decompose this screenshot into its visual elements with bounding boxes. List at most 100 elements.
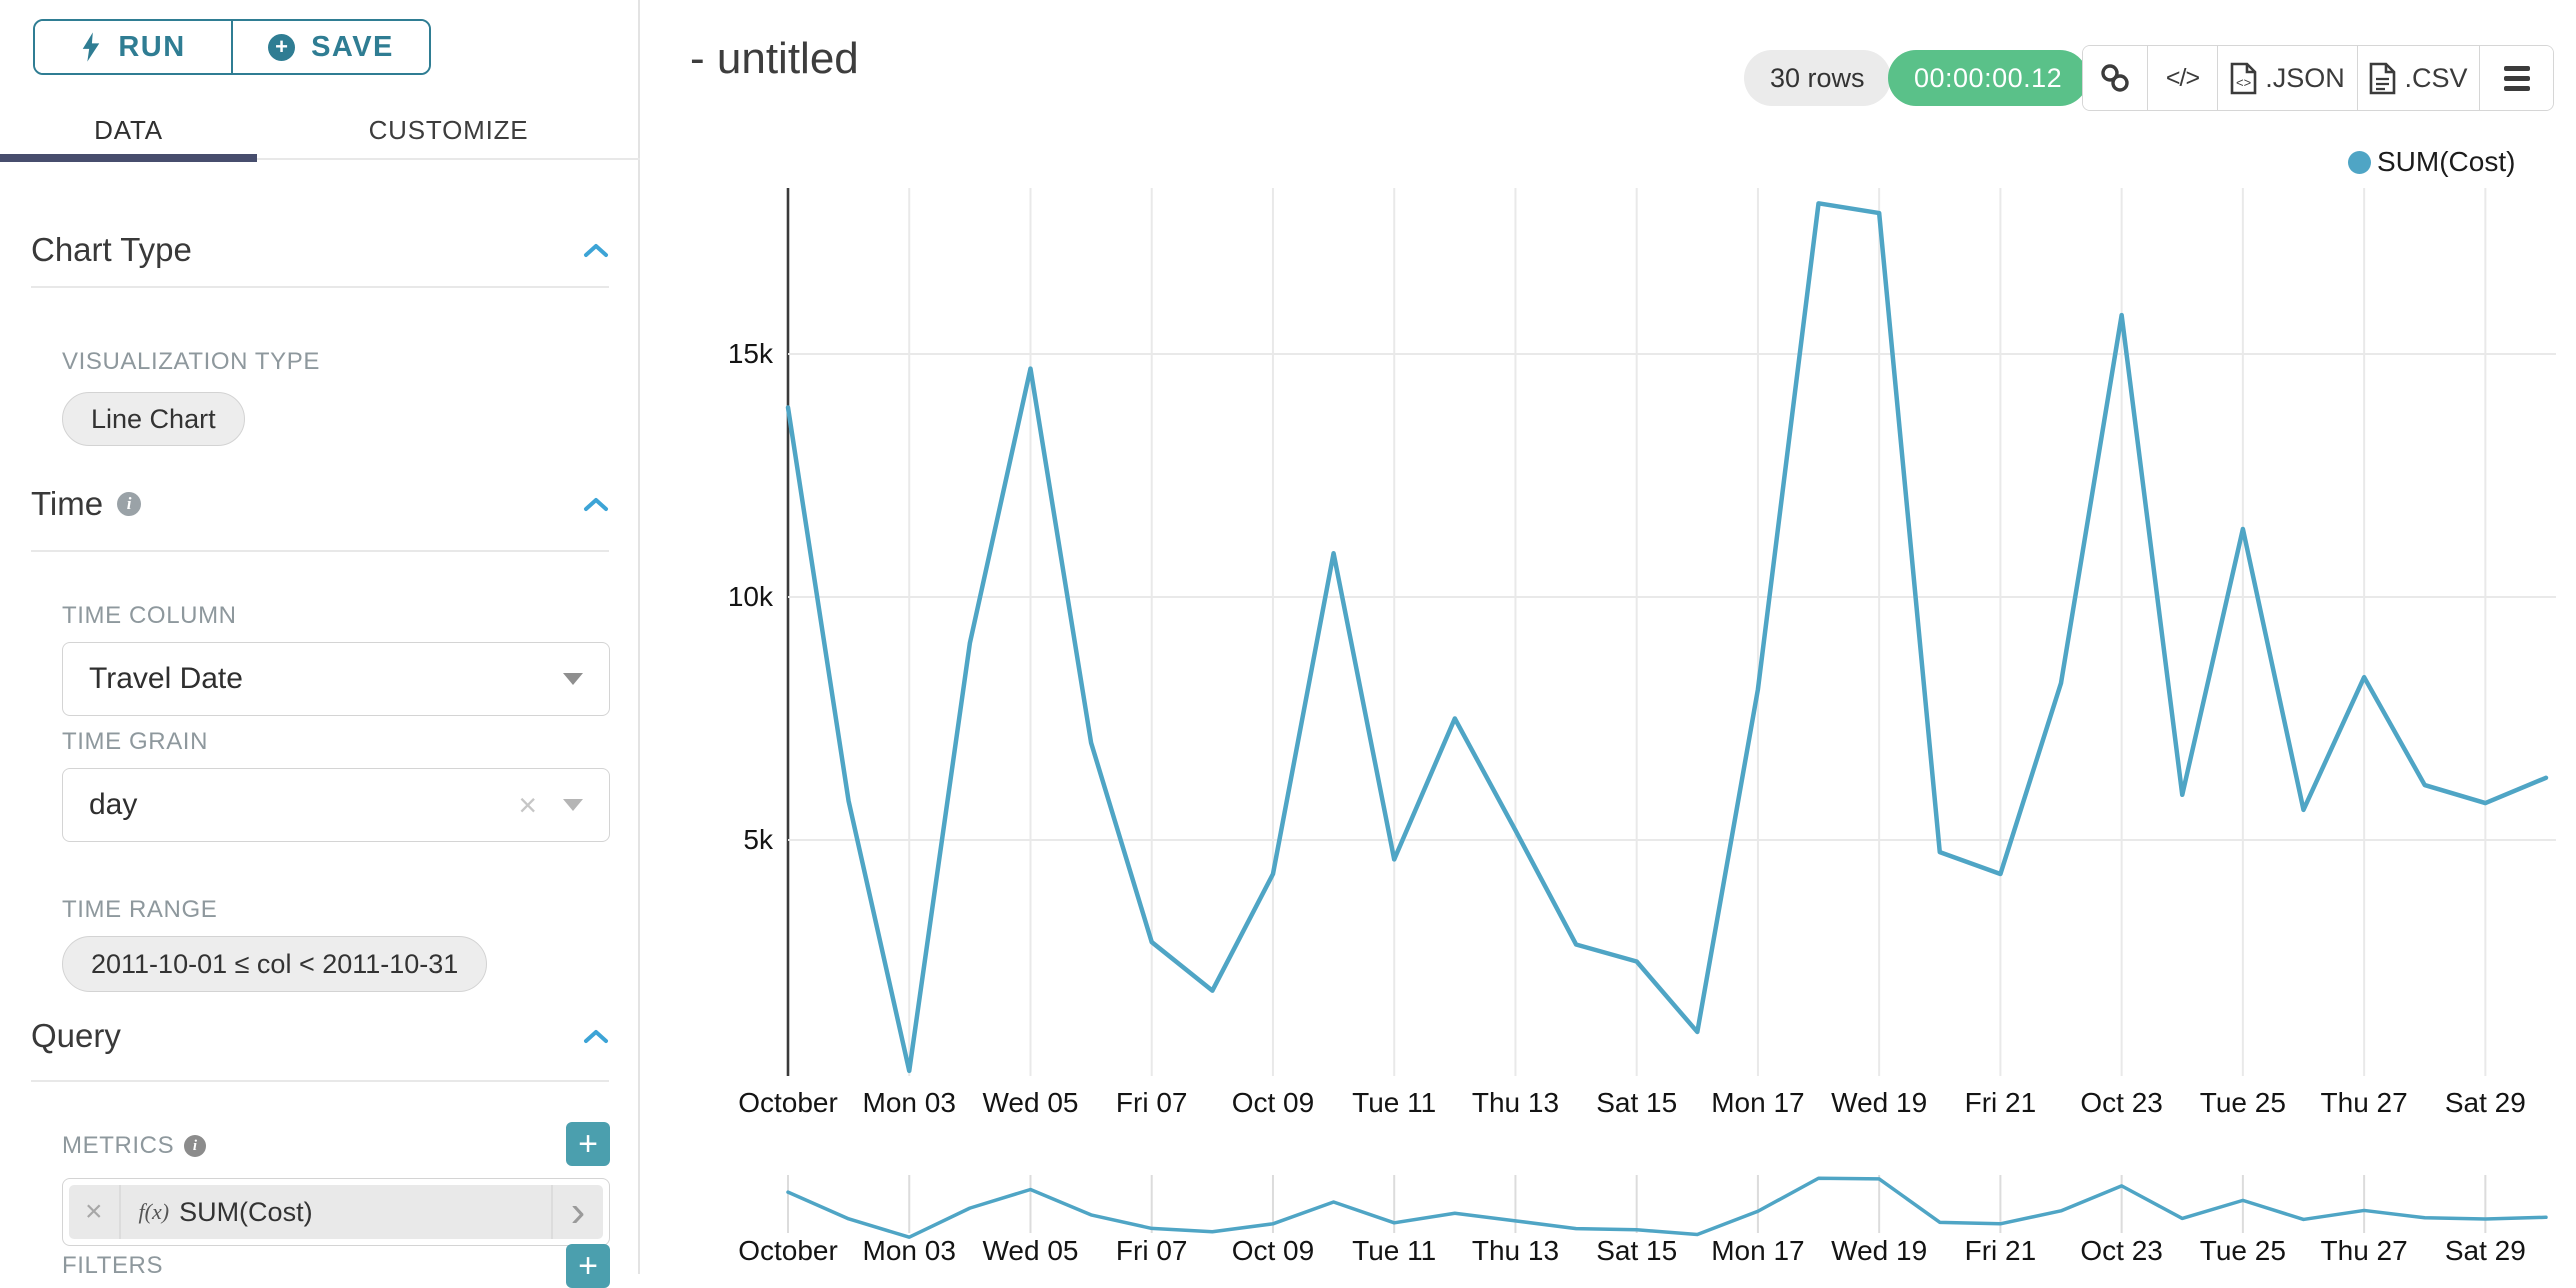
- caret-down-icon: [563, 799, 583, 811]
- chart-series[interactable]: [785, 201, 2549, 1074]
- hamburger-menu-icon: [2503, 65, 2530, 91]
- chart-gridlines: [786, 188, 2556, 1076]
- section-title: Query: [31, 1017, 121, 1054]
- section-divider: [31, 1080, 609, 1082]
- series-line-sum-cost[interactable]: [785, 201, 2549, 1074]
- section-title: Chart Type: [31, 231, 192, 268]
- save-button-label: SAVE: [311, 30, 394, 63]
- time-column-select[interactable]: Travel Date: [62, 642, 610, 716]
- x-axis-tick-label: Sat 15: [1596, 1087, 1677, 1118]
- range-selector-tick-label: Thu 13: [1472, 1235, 1559, 1266]
- x-axis-tick-label: Wed 05: [982, 1087, 1078, 1118]
- time-column-label: TIME COLUMN: [62, 602, 237, 629]
- metrics-field: × f(x) SUM(Cost) ›: [62, 1178, 610, 1246]
- x-axis-tick-label: Thu 27: [2321, 1087, 2408, 1118]
- section-time-header: Time i: [31, 482, 609, 526]
- section-query-header: Query: [31, 1014, 609, 1058]
- active-tab-underline: [0, 154, 257, 162]
- chart-axes: 5k 10k 15k October Mon 03 Wed 05 Fri 07 Oct 09 T…: [728, 338, 2526, 1118]
- range-selector-tick-label: Wed 19: [1831, 1235, 1927, 1266]
- y-axis-tick-label: 5k: [743, 824, 774, 855]
- chart-title[interactable]: - untitled: [690, 34, 859, 83]
- x-axis-tick-label: Sat 29: [2445, 1087, 2526, 1118]
- export-csv-label: .CSV: [2404, 62, 2468, 93]
- clear-icon[interactable]: ×: [518, 786, 537, 823]
- lightning-bolt-icon: [83, 32, 100, 62]
- share-link-button[interactable]: [2083, 46, 2147, 110]
- range-selector-tick-label: Wed 05: [982, 1235, 1078, 1266]
- add-filter-button[interactable]: +: [566, 1244, 610, 1288]
- legend-dot: [2348, 150, 2371, 174]
- range-selector-line[interactable]: [786, 1176, 2548, 1239]
- time-range-label: TIME RANGE: [62, 896, 218, 923]
- tab-customize[interactable]: CUSTOMIZE: [368, 114, 529, 145]
- filters-label: FILTERS: [62, 1252, 164, 1279]
- metric-pill-sum-cost[interactable]: × f(x) SUM(Cost) ›: [69, 1185, 603, 1239]
- run-button-label: RUN: [118, 30, 186, 63]
- remove-metric-icon[interactable]: ×: [85, 1195, 103, 1228]
- range-selector-tick-label: Tue 25: [2200, 1235, 2286, 1266]
- y-axis-tick-label: 10k: [728, 581, 774, 612]
- link-icon: [2101, 64, 2129, 92]
- plus-circle-icon: +: [268, 33, 296, 61]
- export-csv-button[interactable]: .CSV: [2357, 46, 2479, 110]
- time-range-pill[interactable]: 2011-10-01 ≤ col < 2011-10-31: [62, 936, 488, 992]
- range-selector-tick-label: Thu 27: [2321, 1235, 2408, 1266]
- metric-pill-divider: [118, 1185, 121, 1239]
- metrics-label: METRICS i: [62, 1132, 207, 1160]
- range-selector-tick-label: Sat 29: [2445, 1235, 2526, 1266]
- panel-tabs: DATA CUSTOMIZE: [0, 104, 640, 156]
- range-selector-tick-label: Fri 21: [1965, 1235, 2037, 1266]
- control-panel-sidebar: RUN + SAVE DATA CUSTOMIZE Chart Type VIS…: [0, 0, 640, 1288]
- chevron-up-icon[interactable]: [583, 243, 609, 258]
- run-button[interactable]: RUN: [35, 21, 231, 73]
- more-options-button[interactable]: [2479, 46, 2553, 110]
- range-selector-tick-label: October: [738, 1235, 838, 1266]
- time-grain-select[interactable]: day ×: [62, 768, 610, 842]
- section-divider: [31, 550, 609, 552]
- x-axis-tick-label: Fri 07: [1116, 1087, 1188, 1118]
- metric-name: SUM(Cost): [179, 1196, 313, 1227]
- time-column-value: Travel Date: [89, 662, 243, 695]
- chevron-up-icon[interactable]: [583, 1029, 609, 1044]
- query-timer-badge: 00:00:00.12: [1888, 50, 2089, 106]
- export-toolbar: </> <> .JSON .CSV: [2082, 45, 2554, 111]
- x-axis-tick-label: Mon 17: [1711, 1087, 1804, 1118]
- view-query-button[interactable]: </>: [2147, 46, 2217, 110]
- info-icon: i: [184, 1135, 207, 1157]
- range-selector-tick-label: Mon 03: [863, 1235, 956, 1266]
- range-selector-chart[interactable]: October Mon 03 Wed 05 Fri 07 Oct 09 Tue 11 Thu…: [738, 1175, 2548, 1266]
- legend-label: SUM(Cost): [2377, 146, 2516, 177]
- range-selector-tick-label: Fri 07: [1116, 1235, 1188, 1266]
- tab-data[interactable]: DATA: [94, 114, 163, 145]
- csv-file-icon: [2370, 62, 2396, 94]
- expand-metric-icon[interactable]: ›: [551, 1185, 603, 1239]
- info-icon: i: [117, 492, 142, 516]
- line-chart[interactable]: 5k 10k 15k October Mon 03 Wed 05 Fri 07 Oct 09 T…: [640, 0, 2576, 1274]
- range-selector-tick-label: Tue 11: [1352, 1235, 1436, 1266]
- row-count-badge: 30 rows: [1744, 50, 1891, 106]
- range-selector-tick-label: Oct 23: [2080, 1235, 2162, 1266]
- legend-item-sum-cost[interactable]: SUM(Cost): [2348, 146, 2515, 178]
- x-axis-tick-label: Fri 21: [1965, 1087, 2037, 1118]
- json-file-icon: <>: [2230, 62, 2257, 94]
- x-axis-tick-label: Thu 13: [1472, 1087, 1559, 1118]
- range-selector-tick-label: Oct 09: [1232, 1235, 1314, 1266]
- function-icon: f(x): [138, 1199, 170, 1224]
- x-axis-tick-label: Tue 11: [1352, 1087, 1436, 1118]
- visualization-type-pill[interactable]: Line Chart: [62, 392, 245, 446]
- x-axis-tick-label: Oct 23: [2080, 1087, 2162, 1118]
- export-json-button[interactable]: <> .JSON: [2217, 46, 2357, 110]
- visualization-type-label: VISUALIZATION TYPE: [62, 348, 320, 375]
- x-axis-tick-label: Tue 25: [2200, 1087, 2286, 1118]
- y-axis-tick-label: 15k: [728, 338, 774, 369]
- add-metric-button[interactable]: +: [566, 1122, 610, 1166]
- range-selector-tick-label: Mon 17: [1711, 1235, 1804, 1266]
- x-axis-tick-label: Oct 09: [1232, 1087, 1314, 1118]
- chevron-up-icon[interactable]: [583, 497, 609, 512]
- save-button[interactable]: + SAVE: [231, 21, 429, 73]
- x-axis-tick-label: Wed 19: [1831, 1087, 1927, 1118]
- range-selector-tick-label: Sat 15: [1596, 1235, 1677, 1266]
- code-icon: </>: [2165, 63, 2200, 92]
